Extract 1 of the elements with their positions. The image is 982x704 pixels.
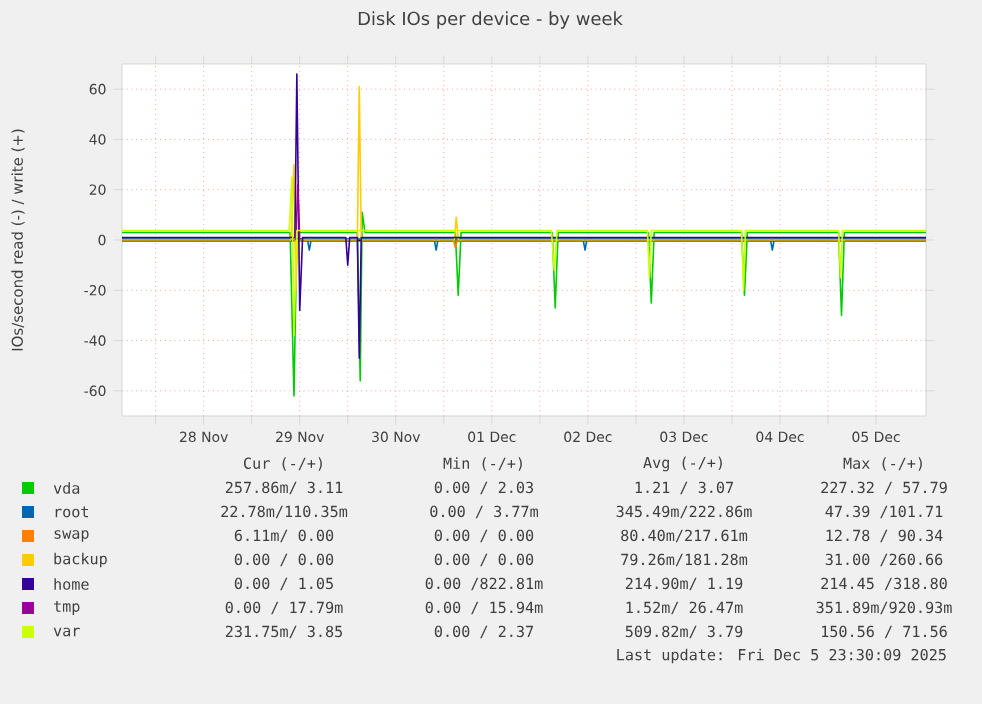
chart-title: Disk IOs per device - by week <box>358 11 623 29</box>
